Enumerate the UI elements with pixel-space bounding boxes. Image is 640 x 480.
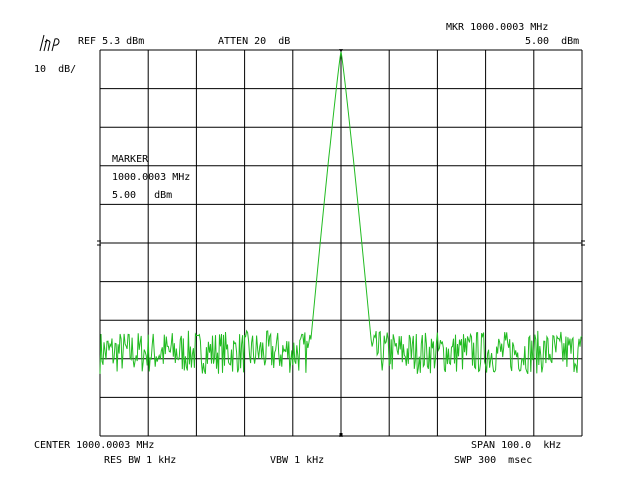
marker-panel-title: MARKER — [112, 154, 149, 165]
span-label: SPAN 100.0 kHz — [471, 440, 562, 451]
graticule — [99, 49, 583, 437]
marker-frequency-readout: MKR 1000.0003 MHz — [446, 22, 549, 33]
scale-label: 10 dB/ — [34, 64, 77, 75]
graticule-marks — [97, 49, 585, 437]
center-frequency-label: CENTER 1000.0003 MHz — [34, 440, 155, 451]
video-bandwidth-label: VBW 1 kHz — [270, 455, 325, 466]
marker-level-readout: 5.00 dBm — [525, 36, 580, 47]
marker-panel-frequency: 1000.0003 MHz — [112, 172, 191, 183]
attenuation-label: ATTEN 20 dB — [218, 36, 291, 47]
resolution-bandwidth-label: RES BW 1 kHz — [104, 455, 177, 466]
sweep-time-label: SWP 300 msec — [454, 455, 533, 466]
ref-level-label: REF 5.3 dBm — [78, 36, 145, 47]
marker-panel-level: 5.00 dBm — [112, 190, 173, 201]
peak-marker — [339, 49, 343, 53]
hp-logo — [39, 34, 60, 52]
